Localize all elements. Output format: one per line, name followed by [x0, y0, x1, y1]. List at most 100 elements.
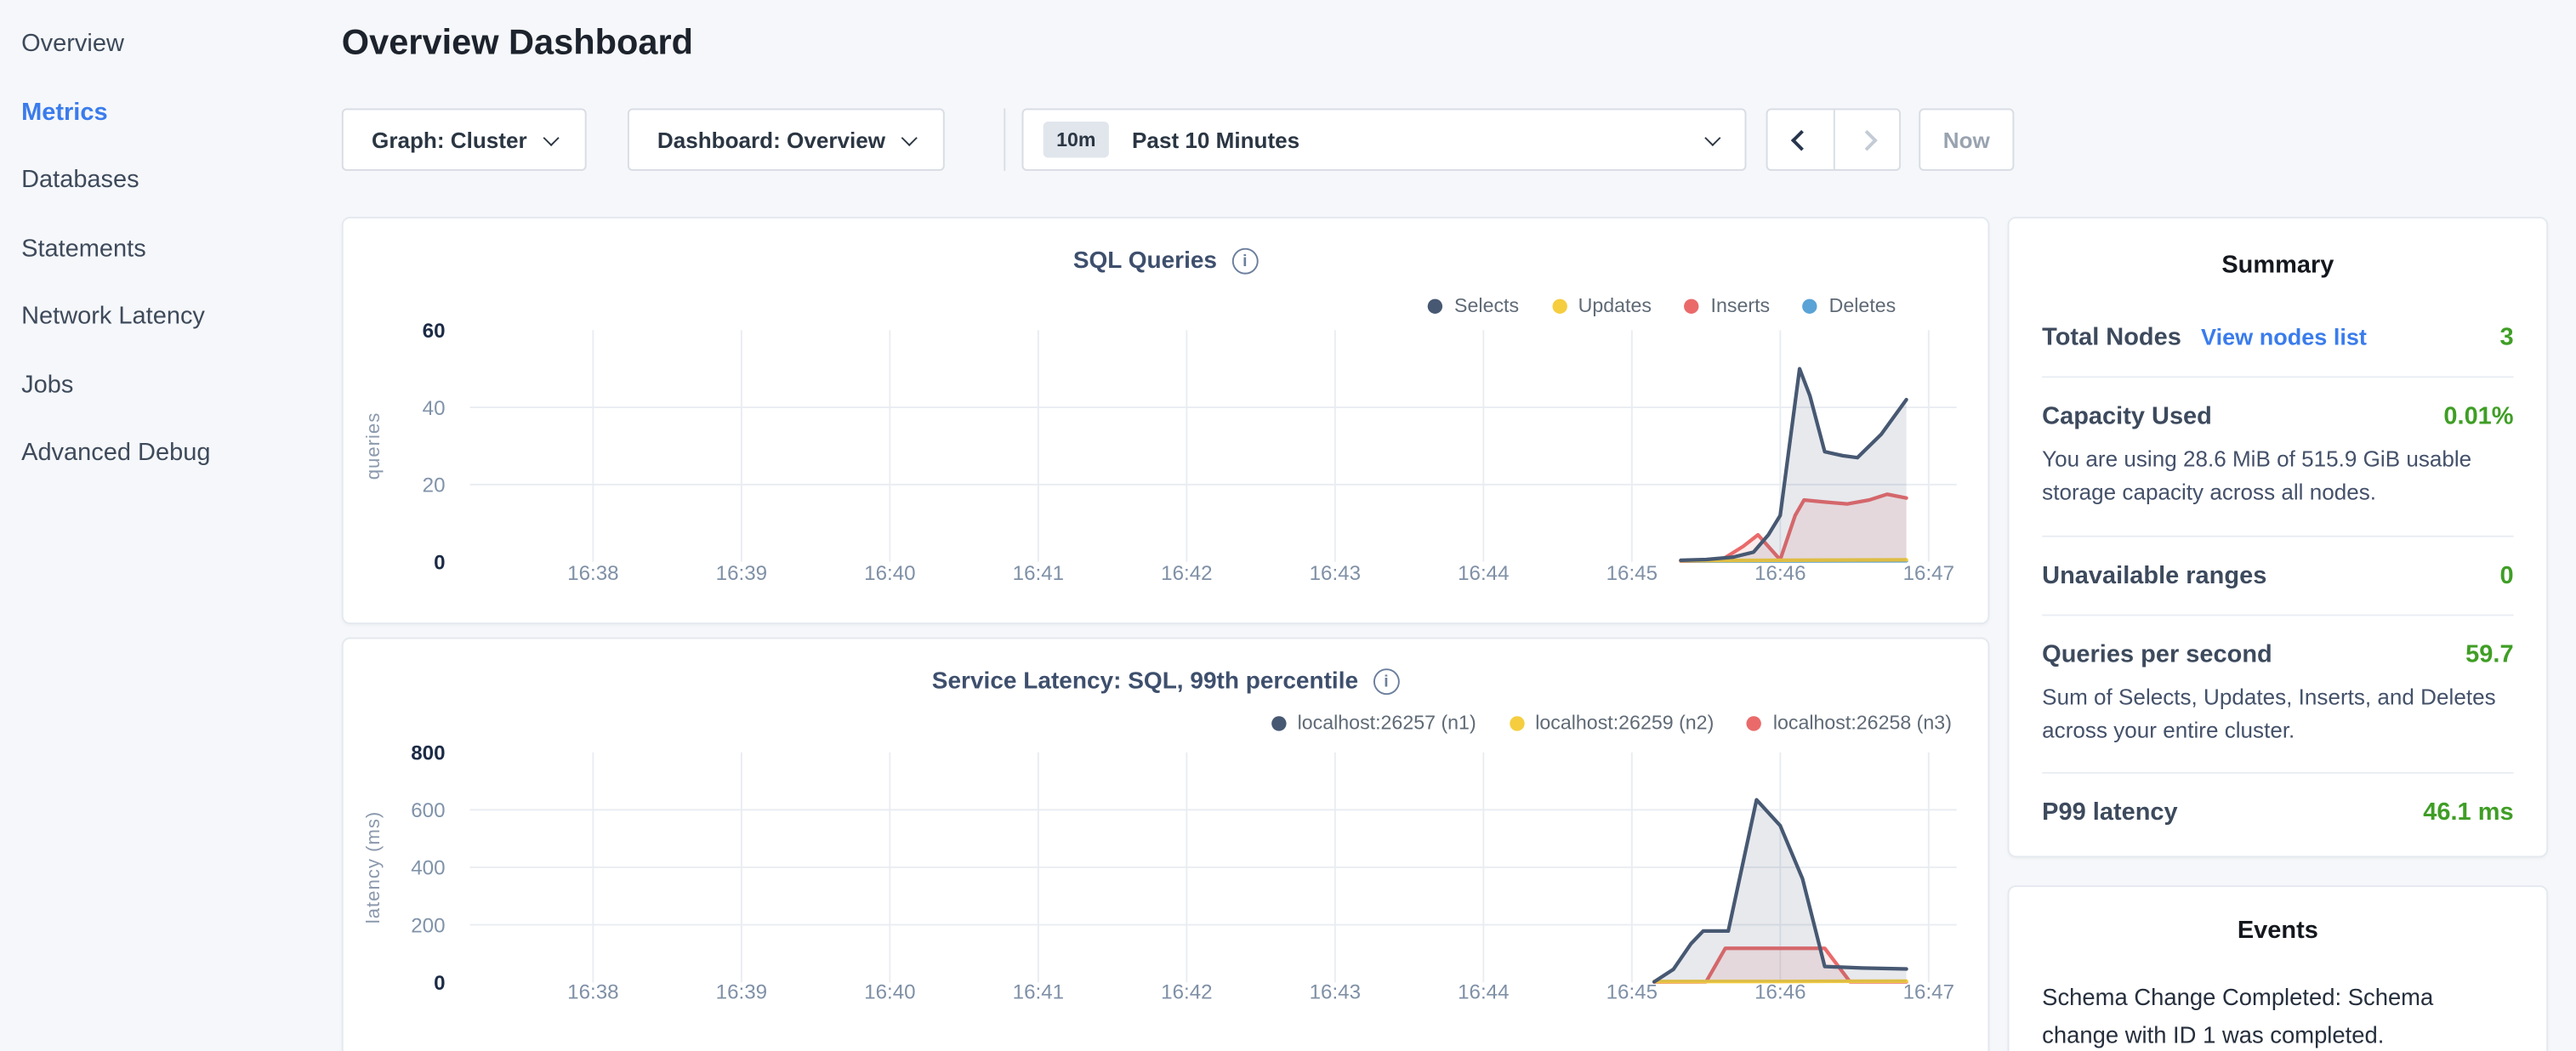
time-back-button[interactable] [1768, 110, 1834, 169]
svg-text:20: 20 [423, 474, 446, 497]
graph-scope-label: Graph: Cluster [372, 127, 527, 152]
svg-text:600: 600 [411, 799, 445, 822]
svg-text:16:44: 16:44 [1458, 562, 1509, 585]
events-panel: Events Schema Change Completed: Schema c… [2007, 885, 2549, 1051]
legend-item: localhost:26257 (n1) [1271, 711, 1476, 734]
svg-text:16:46: 16:46 [1754, 981, 1805, 1004]
info-icon[interactable]: i [1373, 668, 1400, 696]
p99-latency-value: 46.1 ms [2423, 798, 2514, 827]
time-forward-button[interactable] [1833, 110, 1899, 169]
legend-dot-icon [1684, 298, 1700, 314]
svg-text:16:41: 16:41 [1013, 562, 1064, 585]
legend-item: Deletes [1802, 294, 1896, 317]
right-column: Summary Total Nodes View nodes list 3 Ca… [2007, 216, 2549, 1051]
sidebar-item-overview[interactable]: Overview [21, 30, 124, 59]
svg-text:60: 60 [423, 320, 446, 343]
sql-queries-chart[interactable]: 16:38 16:39 16:40 16:41 16:42 16:43 16:44 16:45… [344, 219, 1990, 624]
svg-text:16:43: 16:43 [1310, 981, 1361, 1004]
legend-dot-icon [1746, 715, 1762, 730]
legend-item: localhost:26259 (n2) [1509, 711, 1714, 734]
legend-dot-icon [1802, 298, 1818, 314]
total-nodes-value: 3 [2499, 323, 2514, 352]
time-range-badge: 10m [1043, 121, 1109, 158]
summary-row-p99: P99 latency 46.1 ms [2042, 798, 2513, 827]
legend-dot-icon [1271, 715, 1287, 730]
page-title: Overview Dashboard [341, 23, 693, 63]
toolbar: Graph: Cluster Dashboard: Overview 10m P… [341, 108, 2015, 171]
capacity-used-value: 0.01% [2443, 402, 2514, 431]
svg-text:0: 0 [434, 551, 445, 574]
svg-text:16:43: 16:43 [1310, 562, 1361, 585]
svg-text:16:46: 16:46 [1754, 562, 1805, 585]
chart-title: SQL Queries [1072, 247, 1218, 275]
svg-text:16:44: 16:44 [1458, 981, 1509, 1004]
graph-scope-dropdown[interactable]: Graph: Cluster [341, 108, 587, 171]
summary-row-qps: Queries per second 59.7 [2042, 639, 2513, 668]
event-list-item: Schema Change Completed: Schema change w… [2042, 980, 2513, 1051]
unavailable-ranges-label: Unavailable ranges [2042, 560, 2267, 589]
svg-text:16:47: 16:47 [1903, 562, 1954, 585]
svg-text:400: 400 [411, 857, 445, 880]
dashboard-label: Dashboard: Overview [657, 127, 886, 152]
total-nodes-label: Total Nodes [2042, 323, 2181, 352]
legend-dot-icon [1509, 715, 1524, 730]
time-range-label: Past 10 Minutes [1132, 127, 1300, 152]
svg-text:16:45: 16:45 [1606, 981, 1658, 1004]
qps-value: 59.7 [2465, 639, 2514, 668]
svg-text:16:40: 16:40 [864, 562, 915, 585]
svg-text:16:42: 16:42 [1161, 981, 1212, 1004]
legend-dot-icon [1428, 298, 1443, 314]
svg-text:16:42: 16:42 [1161, 562, 1212, 585]
service-latency-chart[interactable]: 16:38 16:39 16:40 16:41 16:42 16:43 16:44 16:45… [344, 639, 1990, 1051]
chevron-right-icon [1857, 128, 1878, 151]
sidebar-item-advanced-debug[interactable]: Advanced Debug [21, 439, 211, 468]
legend-item: Updates [1551, 294, 1652, 317]
legend-item: localhost:26258 (n3) [1746, 711, 1952, 734]
sidebar-item-statements[interactable]: Statements [21, 234, 146, 263]
svg-text:800: 800 [411, 741, 445, 764]
divider [2042, 376, 2514, 378]
qps-description: Sum of Selects, Updates, Inserts, and De… [2042, 684, 2496, 742]
sidebar-item-databases[interactable]: Databases [21, 166, 139, 195]
legend-item: Selects [1428, 294, 1519, 317]
svg-text:200: 200 [411, 914, 445, 937]
chart-title: Service Latency: SQL, 99th percentile [931, 668, 1359, 696]
chevron-down-icon [543, 128, 560, 146]
summary-panel: Summary Total Nodes View nodes list 3 Ca… [2007, 216, 2549, 858]
now-button[interactable]: Now [1919, 108, 2015, 171]
chevron-down-icon [1704, 128, 1721, 146]
svg-text:16:40: 16:40 [864, 981, 915, 1004]
toolbar-divider [1004, 108, 1006, 171]
sidebar: Overview Metrics Databases Statements Ne… [0, 0, 322, 487]
dashboard-dropdown[interactable]: Dashboard: Overview [627, 108, 945, 171]
svg-text:16:38: 16:38 [567, 981, 618, 1004]
svg-text:16:45: 16:45 [1606, 562, 1658, 585]
svg-text:16:39: 16:39 [716, 562, 767, 585]
capacity-used-description: You are using 28.6 MiB of 515.9 GiB usab… [2042, 446, 2472, 505]
svg-text:16:38: 16:38 [567, 562, 618, 585]
summary-row-unavailable-ranges: Unavailable ranges 0 [2042, 561, 2513, 589]
svg-text:latency (ms): latency (ms) [362, 811, 384, 924]
sidebar-item-network-latency[interactable]: Network Latency [21, 302, 205, 331]
view-nodes-list-link[interactable]: View nodes list [2201, 323, 2367, 350]
divider [2042, 613, 2514, 616]
p99-latency-label: P99 latency [2042, 798, 2178, 827]
service-latency-chart-card: Service Latency: SQL, 99th percentile i … [341, 637, 1990, 1051]
info-icon[interactable]: i [1231, 247, 1259, 275]
service-latency-legend: localhost:26257 (n1) localhost:26259 (n2)… [1271, 711, 1952, 734]
sql-queries-chart-card: SQL Queries i Selects Updates Inserts Delet… [341, 216, 1990, 625]
legend-item: Inserts [1684, 294, 1770, 317]
divider [2042, 771, 2514, 774]
sidebar-item-jobs[interactable]: Jobs [21, 371, 74, 399]
summary-row-capacity: Capacity Used 0.01% [2042, 402, 2513, 430]
legend-dot-icon [1551, 298, 1567, 314]
svg-text:queries: queries [362, 412, 384, 480]
unavailable-ranges-value: 0 [2499, 560, 2514, 589]
event-text: Schema Change Completed: Schema change w… [2042, 986, 2434, 1049]
charts-column: SQL Queries i Selects Updates Inserts Delet… [341, 216, 1990, 1051]
time-range-selector[interactable]: 10m Past 10 Minutes [1021, 108, 1747, 171]
sql-queries-chart-header: SQL Queries i [344, 247, 1988, 275]
sidebar-item-metrics[interactable]: Metrics [21, 98, 108, 127]
chevron-down-icon [901, 128, 918, 146]
